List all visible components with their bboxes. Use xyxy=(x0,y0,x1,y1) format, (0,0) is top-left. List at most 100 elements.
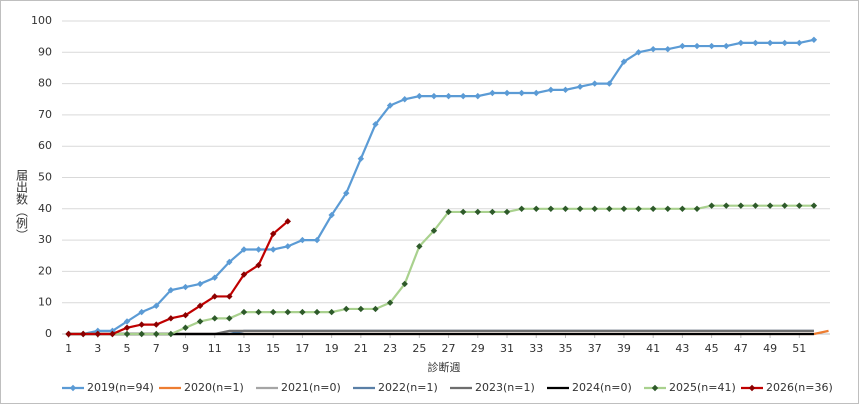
data-point xyxy=(123,324,131,331)
data-point xyxy=(606,80,613,87)
x-tick-label: 27 xyxy=(442,342,456,355)
data-point xyxy=(708,202,715,209)
data-point xyxy=(196,280,204,288)
y-tick-label: 90 xyxy=(38,45,52,58)
data-point xyxy=(489,208,496,216)
data-point xyxy=(766,39,774,47)
data-point xyxy=(240,246,248,253)
data-point xyxy=(372,121,379,128)
data-point xyxy=(445,208,452,216)
data-point xyxy=(328,211,335,219)
data-point xyxy=(167,330,175,338)
data-point xyxy=(606,205,613,212)
legend-label: 2021(n=0) xyxy=(281,381,341,394)
y-tick-label: 50 xyxy=(38,171,52,184)
data-point xyxy=(679,205,686,212)
data-point xyxy=(357,155,365,162)
legend-label: 2026(n=36) xyxy=(766,381,833,394)
data-point xyxy=(445,92,452,100)
data-point xyxy=(430,92,438,100)
data-point xyxy=(269,230,277,238)
legend-marker xyxy=(651,384,659,392)
data-point xyxy=(474,208,481,216)
x-tick-label: 33 xyxy=(529,342,543,355)
data-point xyxy=(153,302,160,310)
data-point xyxy=(576,205,584,212)
x-tick-label: 51 xyxy=(792,342,806,355)
data-point xyxy=(196,318,204,325)
legend-marker xyxy=(748,384,756,392)
x-tick-label: 39 xyxy=(617,342,631,355)
data-point xyxy=(240,271,248,278)
data-point xyxy=(401,96,408,103)
data-point xyxy=(576,83,584,90)
data-point xyxy=(299,236,306,244)
legend-label: 2019(n=94) xyxy=(87,381,154,394)
x-tick-label: 5 xyxy=(124,342,131,355)
data-point xyxy=(752,202,759,209)
data-point xyxy=(138,330,145,338)
x-tick-label: 29 xyxy=(471,342,485,355)
series-line xyxy=(68,204,814,336)
data-point xyxy=(182,283,189,291)
data-point xyxy=(226,315,233,322)
data-point xyxy=(810,36,818,43)
data-point xyxy=(693,205,701,212)
data-point xyxy=(343,305,350,313)
data-point xyxy=(416,92,423,100)
data-point xyxy=(401,280,408,288)
data-point xyxy=(123,318,131,325)
x-tick-label: 3 xyxy=(94,342,101,355)
data-point xyxy=(255,308,262,316)
x-tick-label: 9 xyxy=(182,342,189,355)
y-tick-label: 70 xyxy=(38,108,52,121)
data-point xyxy=(94,330,102,338)
data-point xyxy=(65,330,72,338)
x-tick-label: 21 xyxy=(354,342,368,355)
data-point xyxy=(796,202,803,209)
data-point xyxy=(240,308,248,316)
y-tick-label: 40 xyxy=(38,202,52,215)
x-tick-label: 43 xyxy=(675,342,689,355)
data-point xyxy=(284,308,291,316)
data-point xyxy=(591,205,598,212)
data-point xyxy=(620,58,628,65)
data-point xyxy=(123,330,131,338)
data-point xyxy=(781,39,788,47)
data-point xyxy=(138,308,145,316)
data-point xyxy=(533,205,540,212)
data-point xyxy=(796,39,803,47)
data-point xyxy=(313,308,321,316)
legend-label: 2023(n=1) xyxy=(475,381,535,394)
data-point xyxy=(810,202,818,209)
data-point xyxy=(459,92,467,100)
data-point xyxy=(255,261,262,269)
legend-label: 2020(n=1) xyxy=(184,381,244,394)
data-point xyxy=(737,39,745,47)
x-tick-label: 25 xyxy=(412,342,426,355)
data-point xyxy=(635,49,642,56)
data-point xyxy=(211,315,218,322)
data-point xyxy=(766,202,774,209)
data-point xyxy=(167,286,175,294)
data-point xyxy=(649,45,657,53)
data-point xyxy=(269,246,277,253)
data-point xyxy=(211,293,218,300)
legend-label: 2022(n=1) xyxy=(378,381,438,394)
data-point xyxy=(226,293,233,300)
data-point xyxy=(649,205,657,212)
x-tick-label: 7 xyxy=(153,342,160,355)
data-point xyxy=(679,42,686,50)
data-point xyxy=(299,308,306,316)
data-point xyxy=(562,205,569,212)
data-point xyxy=(372,305,379,313)
data-point xyxy=(503,89,511,97)
x-tick-label: 13 xyxy=(237,342,251,355)
data-point xyxy=(723,42,730,50)
x-tick-label: 49 xyxy=(763,342,777,355)
data-point xyxy=(182,312,189,319)
data-point xyxy=(723,202,730,209)
x-tick-label: 11 xyxy=(208,342,222,355)
data-point xyxy=(781,202,788,209)
data-point xyxy=(284,243,291,250)
